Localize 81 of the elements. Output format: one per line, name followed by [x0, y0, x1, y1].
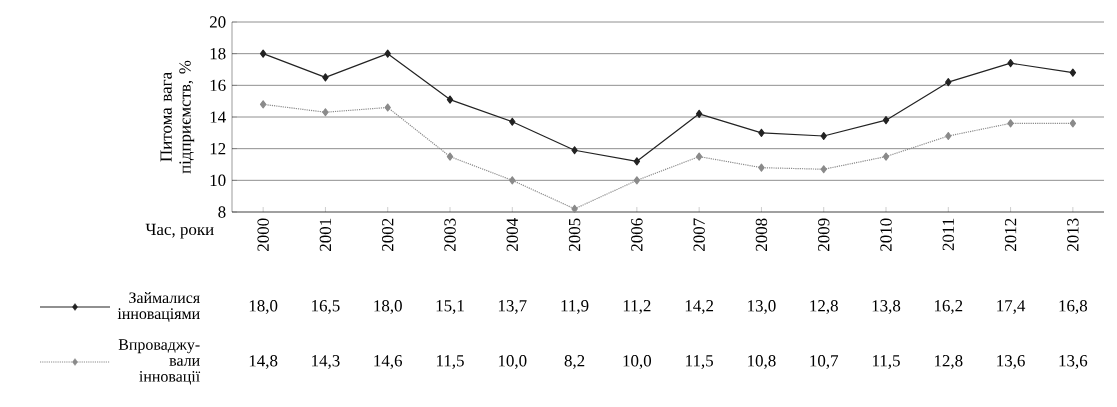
- y-tick-label: 16: [210, 79, 226, 92]
- point: [758, 128, 765, 137]
- data-label: 12,8: [810, 300, 838, 314]
- point: [695, 109, 703, 118]
- data-label: 14,8: [249, 355, 278, 369]
- data-label: 13,8: [872, 300, 901, 314]
- x-tick-label: 2004: [506, 218, 519, 251]
- point: [571, 204, 578, 213]
- x-tick-label: 2007: [693, 218, 705, 251]
- y-tick-label: 18: [210, 47, 226, 60]
- x-tick-label: 2011: [942, 218, 955, 251]
- data-label: 16,5: [312, 300, 340, 314]
- x-tick-label: 2005: [568, 218, 581, 251]
- data-label: 13,0: [748, 300, 776, 314]
- data-label: 18,0: [374, 300, 402, 314]
- point: [758, 163, 765, 172]
- legend-label: Займалися інноваціями: [117, 292, 200, 322]
- x-tick-label: 2008: [755, 218, 768, 251]
- point: [882, 152, 890, 161]
- x-axis-title: Час, роки: [145, 223, 214, 239]
- point: [820, 165, 827, 174]
- point: [322, 108, 329, 117]
- data-label: 8,2: [564, 355, 585, 369]
- data-label: 10,7: [810, 355, 839, 369]
- point: [509, 176, 516, 185]
- y-axis-title: Питома вага підприємств, %: [160, 60, 195, 174]
- data-label: 11,5: [686, 355, 713, 369]
- point: [1007, 119, 1014, 128]
- data-label: 11,5: [872, 355, 900, 369]
- legend-label: Впроваджу-вали інновації: [118, 339, 201, 385]
- data-label: 13,6: [997, 355, 1025, 369]
- data-label: 11,9: [561, 300, 589, 314]
- y-tick-label: 10: [210, 174, 226, 187]
- x-tick-label: 2006: [631, 218, 643, 251]
- x-tick-label: 2012: [1004, 218, 1017, 251]
- point: [695, 152, 703, 161]
- data-label: 10,8: [748, 355, 776, 369]
- data-label: 13,7: [498, 300, 527, 314]
- x-tick-label: 2009: [818, 218, 830, 251]
- data-label: 16,2: [934, 300, 963, 314]
- y-tick-label: 20: [209, 16, 226, 28]
- point: [446, 95, 454, 104]
- point: [945, 78, 952, 87]
- x-tick-label: 2001: [319, 218, 332, 251]
- data-label: 10,0: [623, 355, 652, 369]
- y-tick-label: 8: [218, 206, 226, 218]
- data-label: 15,1: [436, 300, 464, 314]
- y-tick-label: 12: [210, 143, 226, 155]
- point: [322, 73, 329, 82]
- point: [1007, 59, 1014, 68]
- x-tick-label: 2010: [880, 218, 892, 251]
- point: [259, 49, 267, 58]
- data-label: 11,2: [623, 300, 651, 314]
- point: [446, 152, 454, 161]
- data-label: 14,6: [374, 355, 403, 369]
- x-tick-label: 2013: [1067, 218, 1079, 251]
- point: [820, 131, 827, 141]
- data-label: 11,5: [436, 355, 464, 369]
- point: [882, 116, 890, 125]
- data-label: 13,6: [1059, 355, 1088, 369]
- point: [384, 103, 391, 112]
- data-label: 14,2: [685, 300, 714, 314]
- point: [384, 49, 391, 58]
- point: [259, 100, 267, 109]
- point: [509, 117, 516, 126]
- x-tick-label: 2000: [257, 218, 269, 251]
- point: [571, 146, 578, 155]
- point: [1069, 68, 1077, 77]
- data-label: 12,8: [934, 355, 963, 369]
- data-label: 18,0: [249, 300, 278, 314]
- point: [1069, 119, 1077, 128]
- data-label: 14,3: [312, 355, 340, 369]
- data-label: 10,0: [498, 355, 527, 369]
- point: [633, 157, 641, 166]
- point: [633, 176, 641, 185]
- x-tick-label: 2002: [382, 218, 394, 251]
- data-label: 17,4: [997, 300, 1026, 314]
- y-tick-label: 14: [210, 111, 226, 123]
- data-label: 16,8: [1059, 300, 1088, 314]
- x-tick-label: 2003: [444, 218, 456, 251]
- point: [945, 131, 952, 141]
